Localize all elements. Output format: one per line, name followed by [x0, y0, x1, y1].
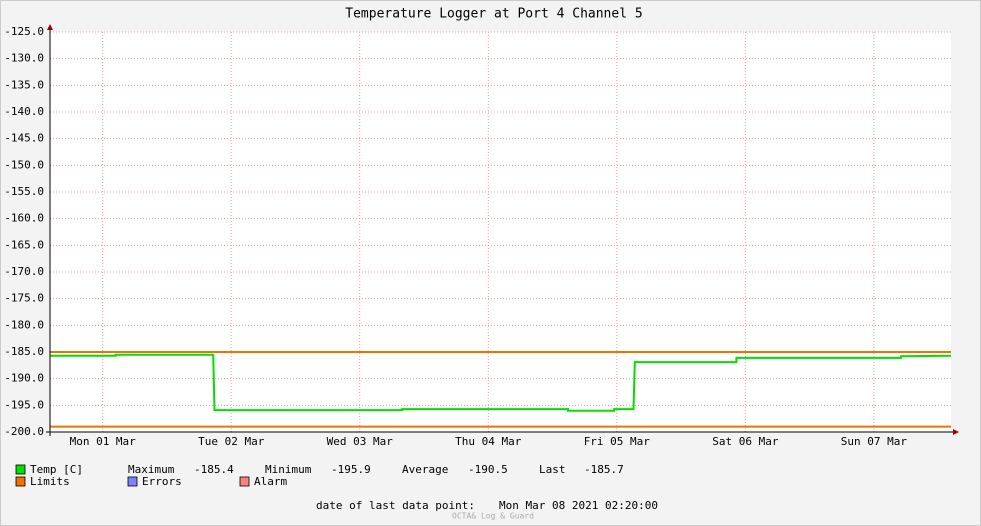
legend-swatch — [15, 464, 26, 475]
legend-label: Errors — [142, 475, 182, 488]
legend-swatch — [127, 476, 138, 487]
stat-label: Minimum — [265, 463, 312, 476]
axis-arrow — [953, 429, 959, 435]
y-tick-label: -125.0 — [4, 25, 44, 38]
y-tick-label: -175.0 — [4, 292, 44, 305]
y-tick-label: -130.0 — [4, 52, 44, 65]
y-tick-label: -195.0 — [4, 398, 44, 411]
axis-arrow — [47, 24, 53, 30]
stat-value: -195.9 — [331, 463, 371, 476]
x-tick-label: Thu 04 Mar — [455, 435, 522, 448]
legend-label: Limits — [30, 475, 70, 488]
x-tick-label: Sat 06 Mar — [712, 435, 779, 448]
y-tick-label: -160.0 — [4, 212, 44, 225]
footer-label: date of last data point: — [316, 499, 475, 512]
stat-label: Last — [539, 463, 566, 476]
data-line — [50, 353, 952, 412]
y-tick-label: -145.0 — [4, 132, 44, 145]
y-tick-label: -200.0 — [4, 425, 44, 438]
y-tick-label: -185.0 — [4, 345, 44, 358]
plot-area — [50, 32, 951, 432]
chart-title: Temperature Logger at Port 4 Channel 5 — [345, 7, 642, 22]
x-tick-label: Fri 05 Mar — [584, 435, 651, 448]
y-tick-label: -155.0 — [4, 185, 44, 198]
stat-value: -185.4 — [194, 463, 234, 476]
legend-label: Temp [C] — [30, 463, 83, 476]
legend-swatch — [15, 476, 26, 487]
y-tick-label: -140.0 — [4, 105, 44, 118]
x-tick-label: Sun 07 Mar — [841, 435, 908, 448]
y-tick-label: -135.0 — [4, 78, 44, 91]
legend-label: Alarm — [254, 475, 287, 488]
x-tick-label: Mon 01 Mar — [70, 435, 137, 448]
x-tick-label: Tue 02 Mar — [198, 435, 265, 448]
watermark: OCTA& Log & Guard — [452, 512, 534, 521]
y-tick-label: -180.0 — [4, 318, 44, 331]
stat-label: Maximum — [128, 463, 175, 476]
stat-label: Average — [402, 463, 448, 476]
y-tick-label: -190.0 — [4, 372, 44, 385]
y-tick-label: -150.0 — [4, 158, 44, 171]
stat-value: -185.7 — [584, 463, 624, 476]
y-tick-label: -165.0 — [4, 238, 44, 251]
footer-value: Mon Mar 08 2021 02:20:00 — [499, 499, 658, 512]
legend-swatch — [239, 476, 250, 487]
x-tick-label: Wed 03 Mar — [327, 435, 394, 448]
y-tick-label: -170.0 — [4, 265, 44, 278]
stat-value: -190.5 — [468, 463, 508, 476]
